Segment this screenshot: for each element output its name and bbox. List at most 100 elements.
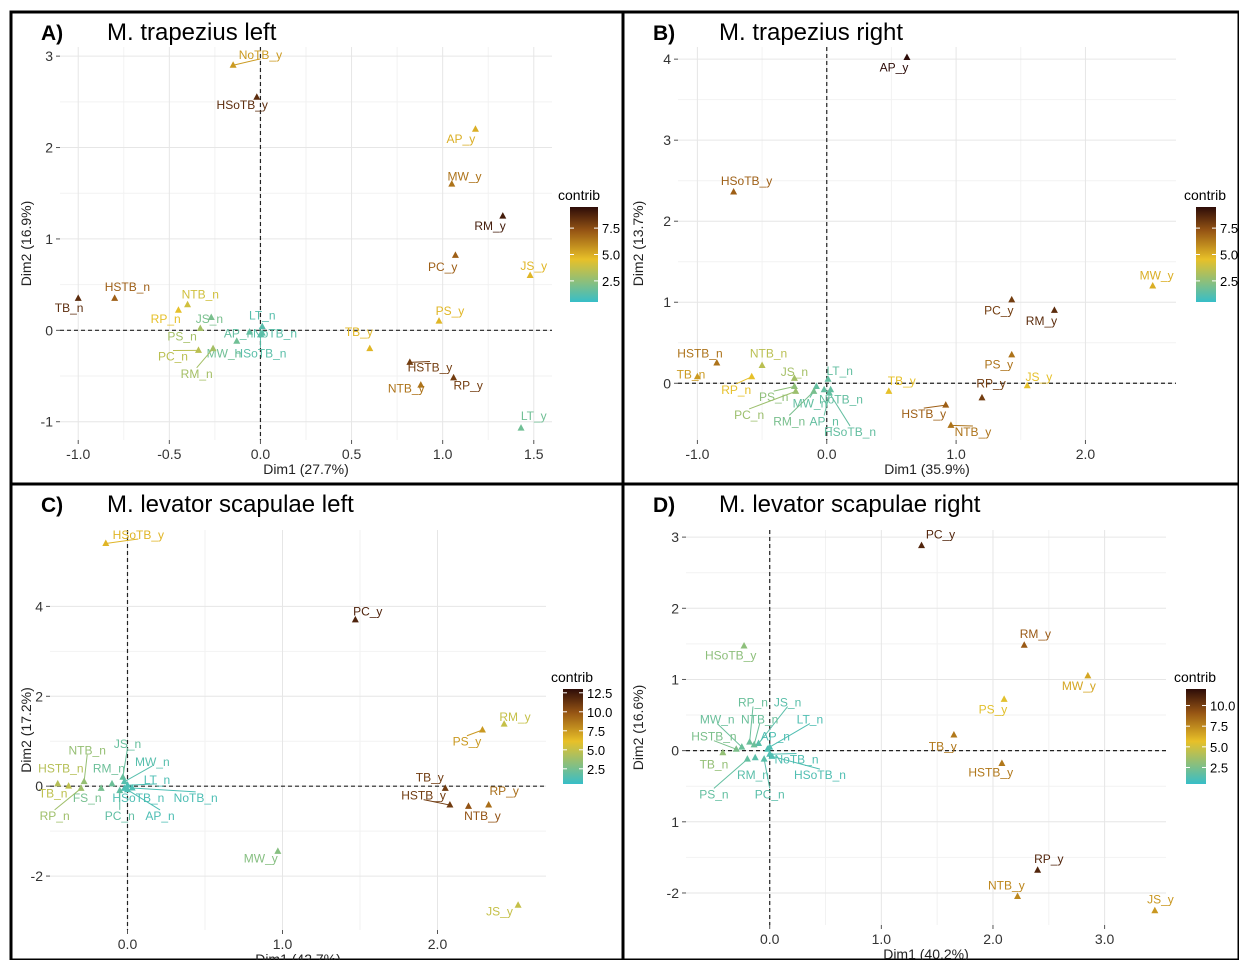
point-ntb-n: [750, 740, 758, 748]
point-label-ntb-n: NTB_n: [69, 744, 106, 758]
point-mw-y: [1084, 671, 1092, 679]
point-ntb-n: [80, 777, 88, 785]
label-leader-line: [54, 788, 82, 811]
y-axis-title: Dim2 (16.6%): [630, 685, 646, 771]
point-notb-y: [229, 61, 237, 68]
point-label-hsotb-y: HSoTB_y: [217, 98, 268, 112]
label-leader-line: [83, 754, 88, 782]
legend-title: contrib: [1174, 669, 1216, 685]
point-rm-y: [1050, 306, 1058, 313]
legend-tick-label: 7.5: [602, 221, 620, 236]
point-label-rm-y: RM_y: [499, 710, 530, 724]
x-tick-label: 1.0: [872, 931, 892, 947]
point-label-notb-n: NoTB_n: [819, 393, 863, 407]
point-hstb-y: [446, 801, 454, 808]
y-tick-label: 4: [35, 598, 43, 614]
legend-tick-label: 5.0: [1210, 740, 1228, 755]
point-label-pc-y: PC_y: [984, 303, 1013, 317]
legend-title: contrib: [558, 187, 600, 203]
panel-letter: A): [41, 22, 63, 45]
point-label-hsotb-n: HSoTB_n: [794, 768, 846, 782]
point-label-rm-n: RM_n: [773, 414, 805, 428]
point-label-ap-n: AP_n: [145, 809, 174, 823]
panel-a: A) M. trapezius left -1.0 -0.5 0.0 0.5 1.0 1.5 -…: [9, 10, 625, 486]
point-pc-n: [792, 387, 800, 394]
point-hstb-n: [713, 359, 721, 366]
point-ps-n: [196, 324, 204, 331]
point-label-hstb-y: HSTB_y: [408, 360, 453, 374]
label-leader-line: [124, 765, 153, 783]
y-tick-label: 3: [663, 132, 671, 148]
point-hstb-n: [111, 294, 119, 301]
point-rm-n: [810, 387, 818, 394]
y-tick-label: 2: [45, 140, 53, 156]
point-js-n: [790, 374, 798, 381]
point-label-ap-n: AP_n: [224, 327, 253, 341]
y-tick-label: 1: [671, 671, 679, 687]
label-leader-line: [758, 706, 788, 744]
point-label-rp-n: RP_n: [721, 383, 751, 397]
point-label-hstb-n: HSTB_n: [38, 762, 83, 776]
point-label-ntb-y: NTB_y: [955, 425, 992, 439]
point-label-mw-y: MW_y: [448, 169, 482, 183]
x-tick-label: 0.0: [760, 931, 780, 947]
y-tick-label: 0: [663, 375, 671, 391]
point-label-mw-n: MW_n: [135, 755, 170, 769]
x-axis-title: Dim1 (27.7%): [263, 461, 349, 477]
panel-b-frame: [621, 10, 1239, 486]
point-notb-n: [128, 783, 136, 791]
panel-d-frame: [621, 482, 1239, 960]
point-label-ntb-n: NTB_n: [182, 287, 219, 301]
panel-c: C) M. levator scapulae left 0.0 1.0 2.0 -2 0 2 4…: [9, 482, 625, 960]
point-js-n: [207, 313, 215, 321]
point-label-hsotb-y: HSoTB_y: [113, 528, 164, 542]
point-hstb-n: [54, 779, 62, 787]
panel-c-frame: [9, 482, 625, 960]
point-label-hstb-y: HSTB_y: [968, 765, 1013, 779]
point-pc-y: [351, 615, 359, 623]
y-tick-label: 0: [671, 743, 679, 759]
point-ntb-y: [947, 421, 955, 428]
point-tb-n: [74, 294, 82, 301]
point-label-js-n: JS_n: [196, 312, 223, 326]
x-tick-label: 1.0: [433, 446, 453, 462]
y-tick-label: 1: [45, 231, 53, 247]
label-leader-line: [232, 58, 261, 66]
y-tick-label: 2: [663, 213, 671, 229]
point-label-lt-y: LT_y: [521, 409, 547, 423]
point-label-notb-y: NoTB_y: [239, 48, 282, 62]
point-label-pc-y: PC_y: [428, 260, 457, 274]
legend-tick-label: 7.5: [587, 724, 605, 739]
point-ps-y: [1008, 350, 1016, 358]
label-leader-line: [753, 723, 761, 746]
label-leader-line: [196, 348, 214, 369]
point-ntb-n: [184, 300, 192, 308]
point-label-ps-n: PS_n: [699, 787, 728, 801]
point-label-pc-n: PC_n: [158, 349, 188, 363]
x-tick-label: -1.0: [685, 446, 709, 462]
panel-letter: B): [653, 22, 675, 45]
label-leader-line: [769, 752, 797, 755]
label-leader-line: [828, 392, 851, 427]
panel-b: B) M. trapezius right -1.0 0.0 1.0 2.0 0 1 2 3 4 Di…: [621, 10, 1239, 486]
x-tick-label: 0.0: [118, 936, 138, 952]
point-tb-y: [441, 784, 449, 791]
legend-tick-label: 2.5: [602, 274, 620, 289]
label-leader-line: [748, 390, 796, 410]
y-tick-label: 2: [671, 600, 679, 616]
y-tick-label: 3: [671, 529, 679, 545]
label-leader-line: [713, 758, 748, 789]
y-axis-title: Dim2 (17.2%): [18, 687, 34, 773]
y-tick-label: -1: [41, 414, 54, 430]
point-pc-y: [1008, 295, 1016, 303]
point-label-ntb-y: NTB_y: [988, 878, 1025, 892]
point-label-pc-n: PC_n: [755, 787, 785, 801]
panel-a-frame: [9, 10, 625, 486]
point-label-lt-n: LT_n: [826, 364, 852, 378]
y-axis-title: Dim2 (16.9%): [18, 201, 34, 287]
y-tick-label: 3: [45, 48, 53, 64]
point-label-rp-n: RP_n: [40, 809, 70, 823]
point-ps-y: [435, 317, 443, 324]
point-lt-n: [124, 781, 131, 788]
